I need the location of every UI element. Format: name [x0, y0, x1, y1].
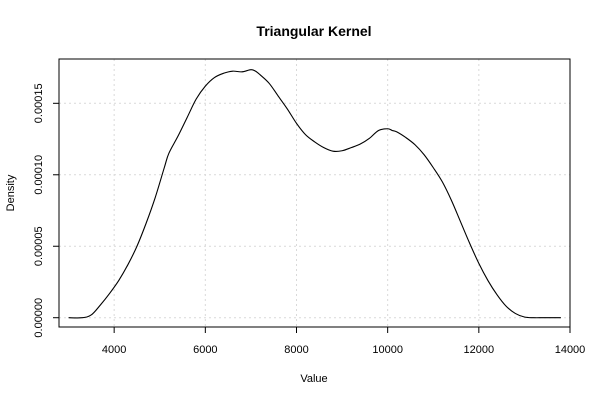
- grid-lines: [59, 59, 571, 327]
- y-tick-label-0.00005: 0.00005: [33, 226, 45, 266]
- y-axis-label: Density: [5, 174, 17, 211]
- y-tick-label-0.00000: 0.00000: [33, 298, 45, 338]
- x-tick-label-10000: 10000: [372, 344, 403, 356]
- x-tick-label-14000: 14000: [555, 344, 586, 356]
- y-axis: 0.00000 0.00005 0.00010 0.00015: [33, 83, 60, 338]
- density-curve: [68, 69, 561, 319]
- y-tick-label-0.00015: 0.00015: [33, 83, 45, 123]
- plot-frame: [58, 58, 571, 328]
- x-axis: 4000 6000 8000 10000 12000 14000: [102, 326, 586, 356]
- x-tick-label-4000: 4000: [102, 344, 126, 356]
- x-tick-label-12000: 12000: [464, 344, 495, 356]
- y-tick-label-0.00010: 0.00010: [33, 155, 45, 195]
- chart-title: Triangular Kernel: [256, 23, 371, 39]
- x-tick-label-8000: 8000: [284, 344, 308, 356]
- x-tick-label-6000: 6000: [193, 344, 217, 356]
- x-axis-label: Value: [300, 373, 327, 385]
